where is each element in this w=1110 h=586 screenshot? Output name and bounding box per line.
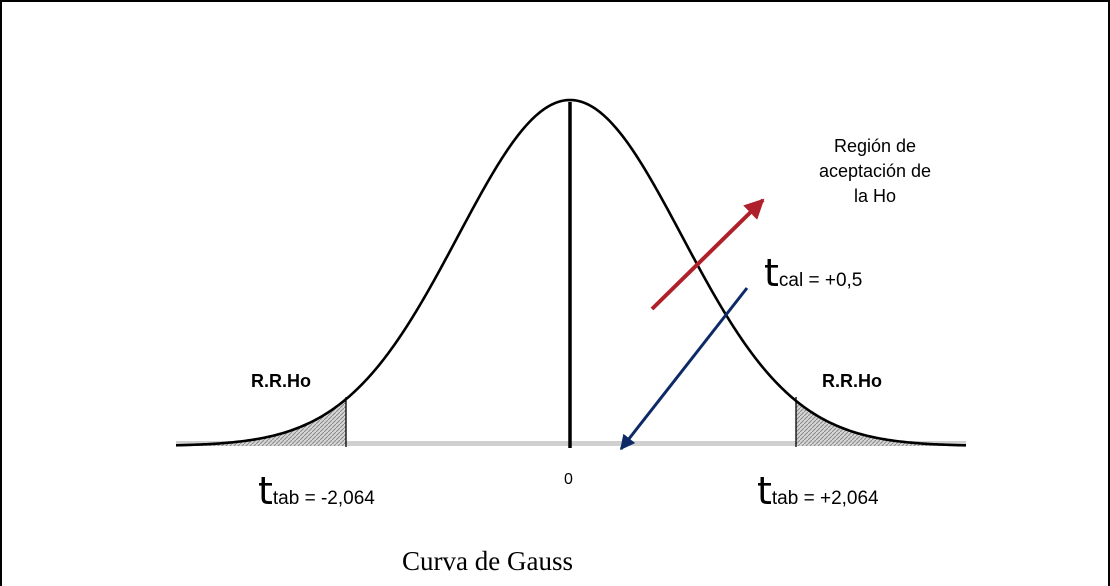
t-tab-left-label: ttab = -2,064 <box>258 472 375 510</box>
t-tab-right-symbol: t <box>757 469 772 513</box>
zero-label: 0 <box>564 471 573 488</box>
acceptance-line-3: la Ho <box>790 184 960 209</box>
t-tab-right-subscript: tab <box>771 488 799 509</box>
t-cal-label: tcal = +0,5 <box>764 251 863 295</box>
t-tab-left-value: = -2,064 <box>299 488 375 509</box>
acceptance-line-1: Región de <box>833 136 917 156</box>
acceptance-arrow <box>650 198 765 311</box>
t-tab-right-value: = +2,064 <box>798 488 879 509</box>
right-rejection-area <box>796 400 966 446</box>
left-rejection-label: R.R.Ho <box>251 371 311 391</box>
figure-caption: Curva de Gauss <box>402 546 573 576</box>
t-tab-left-subscript: tab <box>272 488 300 509</box>
t-cal-subscript: cal <box>778 270 804 291</box>
t-cal-value: = +0,5 <box>803 270 863 291</box>
t-tab-right-label: ttab = +2,064 <box>757 472 879 510</box>
right-rejection-label: R.R.Ho <box>822 371 882 391</box>
t-cal-symbol: t <box>764 251 779 295</box>
gauss-curve <box>175 98 967 447</box>
left-rejection-area <box>176 399 346 446</box>
t-cal-arrow <box>619 287 749 451</box>
acceptance-line-2: aceptación de <box>818 161 932 181</box>
t-tab-left-symbol: t <box>258 469 273 513</box>
acceptance-region-label: Región de aceptación de la Ho <box>790 134 960 209</box>
